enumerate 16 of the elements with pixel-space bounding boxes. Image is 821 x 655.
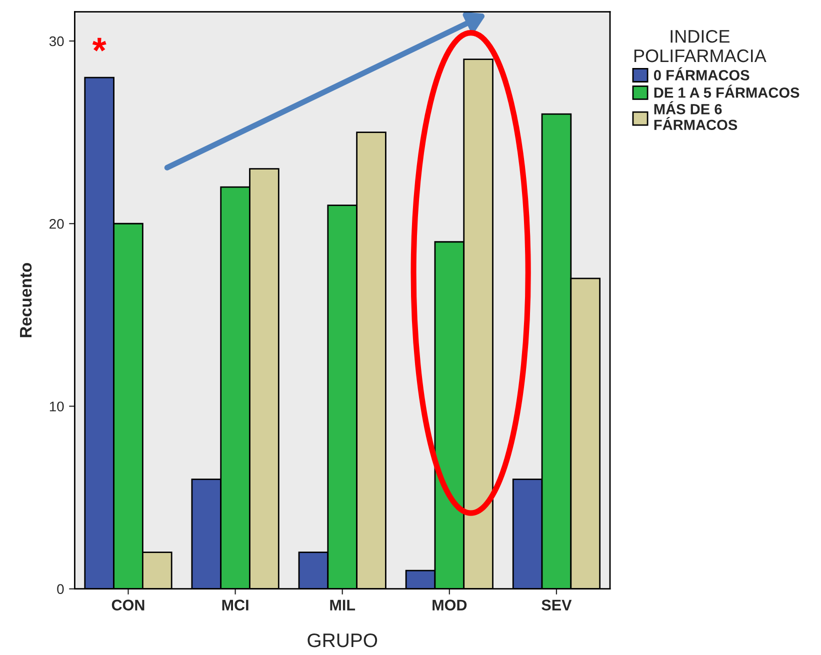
y-tick-label: 0	[57, 584, 64, 594]
legend-title: INDICE POLIFARMACIA	[634, 30, 766, 62]
x-tick-label: CON	[112, 600, 144, 610]
y-axis-title: Recuento	[20, 263, 32, 338]
y-tick-label: 10	[50, 402, 64, 412]
x-tick-label: SEV	[542, 600, 572, 610]
annotation: *	[92, 38, 106, 52]
legend-label: DE 1 A 5 FÁRMACOS	[654, 84, 800, 98]
y-tick-label: 20	[50, 218, 64, 229]
x-axis-title: GRUPO	[308, 633, 378, 648]
x-tick-label: MCI	[222, 600, 248, 610]
legend-label: 0 FÁRMACOS	[654, 67, 750, 80]
x-tick-label: MIL	[330, 600, 356, 610]
x-tick-label: MOD	[432, 600, 467, 610]
y-tick-label: 30	[49, 36, 64, 46]
legend-label: MÁS DE 6 FÁRMACOS	[654, 101, 738, 130]
